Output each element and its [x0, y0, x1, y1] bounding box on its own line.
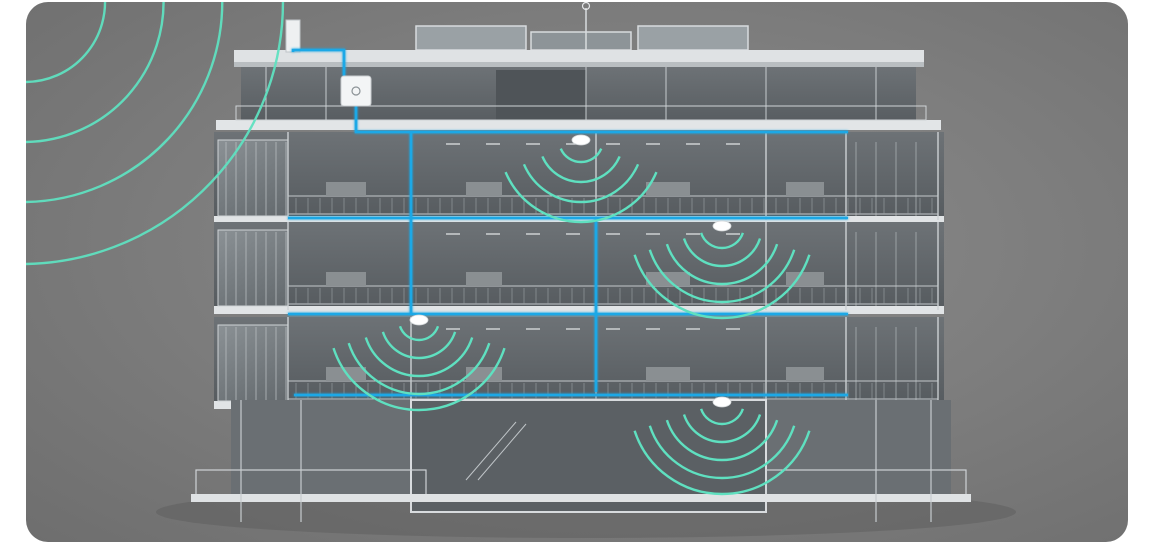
signal-wave-icon — [559, 148, 603, 164]
signal-wave-icon — [633, 430, 811, 496]
building-floors — [214, 132, 944, 409]
building-network-illustration — [26, 2, 1016, 538]
signal-wave-icon — [26, 2, 224, 204]
signal-wave-icon — [682, 238, 762, 268]
signal-wave-icon — [26, 2, 107, 84]
furniture — [646, 182, 690, 196]
signal-wave-icon — [381, 331, 457, 360]
signal-wave-icon — [26, 2, 165, 144]
signal-wave-icon — [633, 254, 811, 320]
staircase — [465, 421, 527, 481]
router — [340, 75, 372, 107]
access-point-icon — [712, 220, 732, 232]
furniture — [466, 182, 502, 196]
access-point-icon — [712, 396, 732, 408]
signal-wave-icon — [648, 249, 796, 304]
outdoor-unit — [285, 19, 301, 53]
signal-wave-icon — [648, 425, 796, 480]
window — [217, 324, 289, 402]
network-wiring — [288, 48, 848, 397]
signal-wave-icon — [364, 337, 474, 378]
access-point-icon — [571, 134, 591, 146]
window — [217, 139, 289, 217]
furniture — [326, 182, 366, 196]
furniture — [326, 272, 366, 286]
signal-wave-icon — [398, 325, 440, 342]
furniture — [786, 182, 824, 196]
signal-wave-icon — [347, 342, 491, 396]
antenna-icon — [581, 2, 591, 11]
floor-5 — [216, 67, 941, 130]
cable-segment — [291, 48, 346, 76]
signal-wave-icon — [332, 347, 506, 412]
furniture — [646, 367, 690, 381]
floor-2 — [214, 317, 944, 409]
signal-wave-icon — [26, 2, 285, 266]
illustration-frame — [26, 2, 1128, 542]
signal-wave-icon — [665, 419, 779, 462]
signal-wave-icon — [665, 243, 779, 286]
signal-wave-icon — [541, 155, 621, 184]
railing — [287, 285, 939, 305]
access-point-icon — [409, 314, 429, 326]
floor-slab — [214, 216, 944, 224]
access-points — [409, 134, 732, 408]
signal-wave-icon — [522, 163, 640, 204]
floor-3 — [214, 222, 944, 314]
floor-4 — [214, 132, 944, 224]
signal-wave-icon — [699, 408, 745, 426]
furniture — [786, 367, 824, 381]
floor-slab — [214, 306, 944, 314]
furniture — [786, 272, 824, 286]
railing — [287, 195, 939, 215]
signal-wave-icon — [504, 171, 658, 224]
signal-wave-icon — [699, 232, 745, 250]
router-icon — [340, 75, 372, 107]
furniture — [466, 272, 502, 286]
cable-segment — [354, 106, 848, 134]
roof — [234, 2, 924, 67]
signal-wave-icon — [682, 414, 762, 444]
window — [217, 229, 289, 307]
signal-waves — [26, 2, 811, 496]
